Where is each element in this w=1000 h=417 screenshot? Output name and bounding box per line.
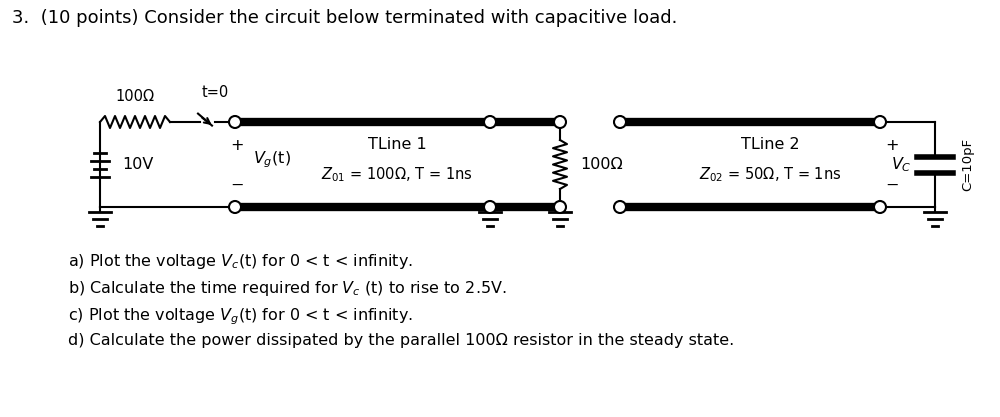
Text: t=0: t=0 <box>202 85 229 100</box>
Circle shape <box>554 201 566 213</box>
Circle shape <box>484 116 496 128</box>
Circle shape <box>874 116 886 128</box>
Text: a) Plot the voltage $V_c$(t) for 0 < t < infinity.: a) Plot the voltage $V_c$(t) for 0 < t <… <box>68 252 413 271</box>
Text: TLine 1: TLine 1 <box>368 137 426 152</box>
Text: −: − <box>885 178 898 193</box>
Text: b) Calculate the time required for $V_c$ (t) to rise to 2.5V.: b) Calculate the time required for $V_c$… <box>68 279 507 298</box>
Text: 100Ω: 100Ω <box>580 157 623 172</box>
Circle shape <box>484 201 496 213</box>
Text: $Z_{02}$ = 50Ω, T = 1ns: $Z_{02}$ = 50Ω, T = 1ns <box>699 165 841 184</box>
Circle shape <box>614 116 626 128</box>
Circle shape <box>874 201 886 213</box>
Text: +: + <box>230 138 244 153</box>
Circle shape <box>229 201 241 213</box>
Text: $Z_{01}$ = 100Ω, T = 1ns: $Z_{01}$ = 100Ω, T = 1ns <box>321 165 473 184</box>
Circle shape <box>554 116 566 128</box>
Text: C=10pF: C=10pF <box>961 138 974 191</box>
Text: 10V: 10V <box>122 157 153 172</box>
Circle shape <box>614 201 626 213</box>
Text: 100Ω: 100Ω <box>116 89 154 104</box>
Text: $V_g$(t): $V_g$(t) <box>253 149 291 170</box>
Text: +: + <box>885 138 898 153</box>
Text: TLine 2: TLine 2 <box>741 137 799 152</box>
Text: 3.  (10 points) Consider the circuit below terminated with capacitive load.: 3. (10 points) Consider the circuit belo… <box>12 9 677 27</box>
Text: c) Plot the voltage $V_g$(t) for 0 < t < infinity.: c) Plot the voltage $V_g$(t) for 0 < t <… <box>68 306 413 327</box>
Circle shape <box>229 116 241 128</box>
Text: d) Calculate the power dissipated by the parallel 100Ω resistor in the steady st: d) Calculate the power dissipated by the… <box>68 333 734 348</box>
Text: −: − <box>230 178 244 193</box>
Text: $V_C$: $V_C$ <box>891 155 912 174</box>
